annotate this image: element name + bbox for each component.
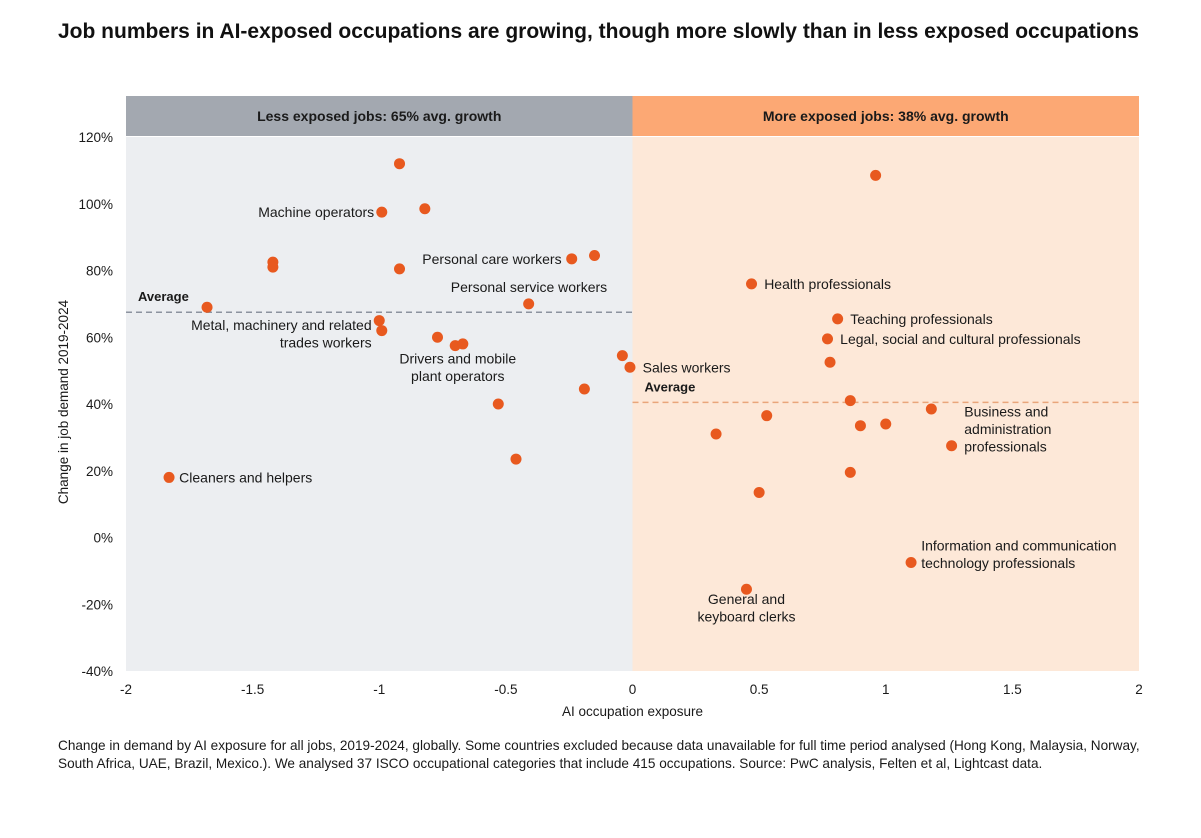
point-annotation: Drivers and mobile: [399, 351, 516, 367]
data-point: [376, 325, 388, 337]
data-point: [616, 350, 628, 362]
x-tick-label: 0.5: [750, 682, 769, 697]
data-point: [740, 583, 752, 595]
point-annotation: Information and communication: [921, 537, 1116, 553]
x-tick-label: 1.5: [1003, 682, 1022, 697]
y-tick-label: 60%: [86, 330, 113, 345]
data-point: [201, 301, 213, 313]
y-tick-label: 80%: [86, 264, 113, 279]
region-header: [126, 96, 633, 136]
y-tick-label: 100%: [78, 197, 113, 212]
data-point: [373, 315, 385, 327]
data-point: [822, 333, 834, 345]
data-point: [832, 313, 844, 325]
point-annotation: Cleaners and helpers: [179, 469, 312, 485]
point-annotation: administration: [964, 421, 1051, 437]
data-point: [624, 361, 636, 373]
data-point: [523, 298, 535, 310]
data-point: [844, 395, 856, 407]
data-point: [376, 206, 388, 218]
x-axis-label: AI occupation exposure: [562, 704, 703, 719]
point-annotation: Metal, machinery and related: [191, 317, 372, 333]
data-point: [578, 383, 590, 395]
point-annotation: keyboard clerks: [697, 608, 795, 624]
point-annotation: professionals: [964, 439, 1047, 455]
data-point: [746, 278, 758, 290]
data-point: [905, 557, 917, 569]
y-tick-label: 0%: [93, 531, 113, 546]
point-annotation: Sales workers: [643, 359, 731, 375]
data-point: [824, 356, 836, 368]
data-point: [419, 203, 431, 215]
point-annotation: Machine operators: [258, 204, 374, 220]
data-point: [267, 261, 279, 273]
point-annotation: Health professionals: [764, 276, 891, 292]
region-background: [126, 137, 633, 671]
x-tick-label: 0: [629, 682, 637, 697]
data-point: [753, 486, 765, 498]
x-tick-label: -1.5: [241, 682, 264, 697]
point-annotation: trades workers: [280, 335, 372, 351]
data-point: [510, 453, 522, 465]
region-background: [632, 137, 1139, 671]
data-point: [844, 466, 856, 478]
point-annotation: Personal service workers: [451, 279, 607, 295]
data-point: [566, 253, 578, 265]
chart-title: Job numbers in AI-exposed occupations ar…: [58, 20, 1139, 43]
data-point: [589, 249, 601, 261]
x-tick-label: -1: [373, 682, 385, 697]
y-tick-label: -40%: [81, 664, 113, 679]
y-axis-label: Change in job demand 2019-2024: [56, 299, 71, 504]
average-label: Average: [138, 289, 189, 304]
x-tick-label: -2: [120, 682, 132, 697]
y-tick-label: 120%: [78, 130, 113, 145]
data-point: [761, 410, 773, 422]
data-point: [394, 158, 406, 170]
y-tick-label: -20%: [81, 597, 113, 612]
region-header-label: More exposed jobs: 38% avg. growth: [763, 108, 1009, 124]
chart-caption: Change in demand by AI exposure for all …: [58, 738, 1140, 771]
y-tick-label: 40%: [86, 397, 113, 412]
data-point: [854, 420, 866, 432]
point-annotation: technology professionals: [921, 555, 1075, 571]
data-point: [710, 428, 722, 440]
data-point: [492, 398, 504, 410]
x-tick-label: -0.5: [494, 682, 517, 697]
data-point: [163, 471, 175, 483]
y-tick-label: 20%: [86, 464, 113, 479]
data-point: [880, 418, 892, 430]
data-point: [394, 263, 406, 275]
point-annotation: Legal, social and cultural professionals: [840, 331, 1080, 347]
data-point: [925, 403, 937, 415]
x-tick-label: 1: [882, 682, 890, 697]
data-point: [457, 338, 469, 350]
x-tick-label: 2: [1135, 682, 1143, 697]
data-point: [870, 169, 882, 181]
data-point: [946, 440, 958, 452]
data-point: [431, 331, 443, 343]
average-label: Average: [645, 379, 696, 394]
point-annotation: Personal care workers: [422, 251, 561, 267]
region-header: [632, 96, 1139, 136]
point-annotation: Business and: [964, 404, 1048, 420]
point-annotation: General and: [708, 591, 785, 607]
point-annotation: plant operators: [411, 368, 504, 384]
point-annotation: Teaching professionals: [850, 311, 992, 327]
region-header-label: Less exposed jobs: 65% avg. growth: [257, 108, 501, 124]
